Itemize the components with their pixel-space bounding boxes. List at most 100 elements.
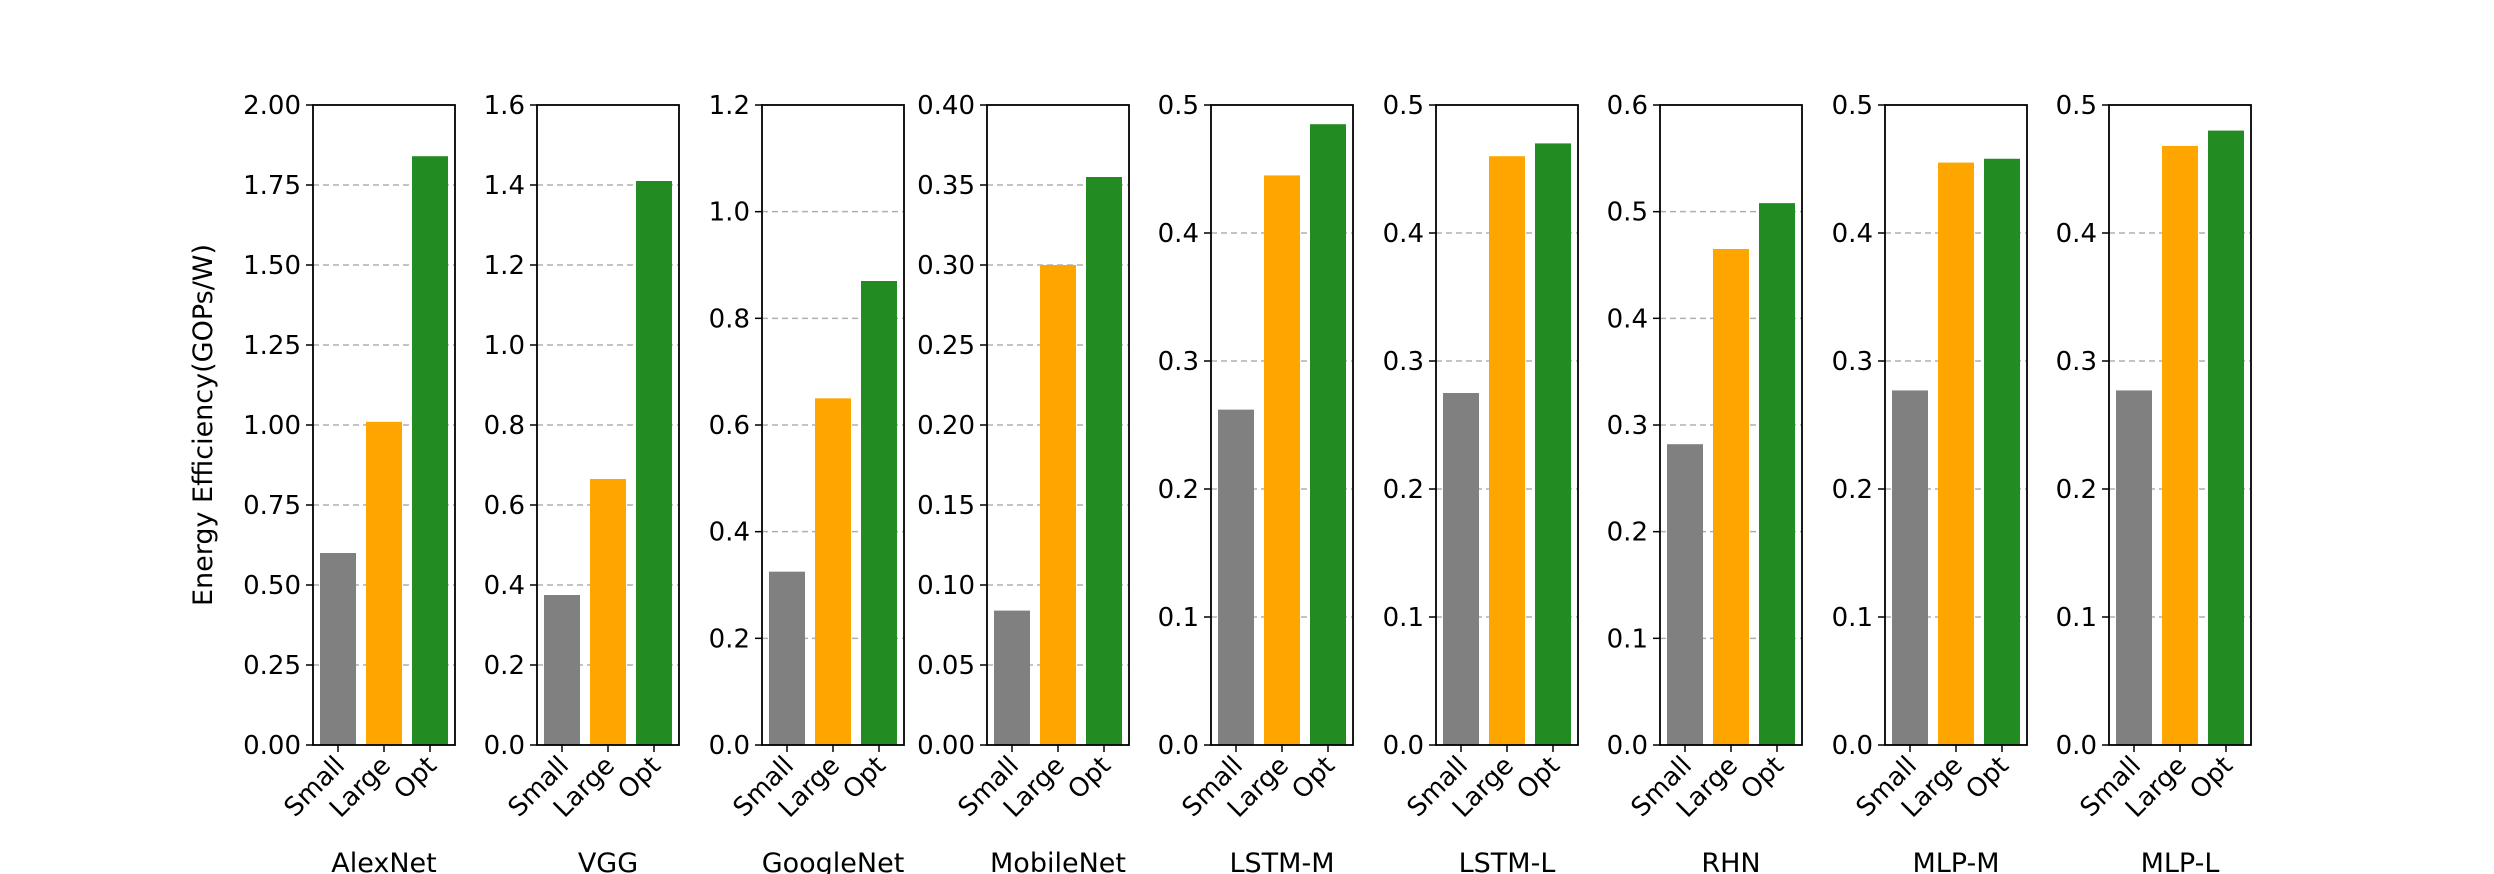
y-tick-label: 0.5 <box>1832 91 1873 121</box>
y-tick-label: 2.00 <box>243 91 301 121</box>
bar-small <box>1892 390 1928 745</box>
y-tick-label: 1.2 <box>709 91 750 121</box>
panel-title: GoogleNet <box>762 848 905 874</box>
y-tick-label: 0.2 <box>484 651 525 681</box>
y-tick-label: 0.4 <box>709 518 750 548</box>
y-tick-label: 0.6 <box>709 411 750 441</box>
y-tick-label: 0.4 <box>1383 219 1424 249</box>
y-tick-label: 0.75 <box>243 491 301 521</box>
bar-small <box>544 595 580 745</box>
y-tick-label: 0.5 <box>1383 91 1424 121</box>
y-tick-label: 0.3 <box>1607 411 1648 441</box>
bar-large <box>1938 162 1974 746</box>
bar-small <box>1443 393 1479 745</box>
panel-googlenet: 0.00.20.40.60.81.01.2SmallLargeOptGoogle… <box>709 91 905 874</box>
bar-small <box>994 610 1030 745</box>
bar-small <box>2116 390 2152 745</box>
y-tick-label: 0.3 <box>1832 347 1873 377</box>
x-tick-label: Opt <box>388 751 443 806</box>
y-tick-label: 0.4 <box>1607 304 1648 334</box>
y-tick-label: 0.20 <box>917 411 975 441</box>
y-tick-label: 0.4 <box>484 571 525 601</box>
bar-opt <box>2208 130 2244 746</box>
y-tick-label: 0.0 <box>1383 731 1424 761</box>
y-tick-label: 0.3 <box>1383 347 1424 377</box>
bar-opt <box>1984 158 2020 745</box>
bar-small <box>320 553 356 745</box>
panel-title: LSTM-L <box>1459 848 1556 874</box>
y-tick-label: 0.4 <box>1158 219 1199 249</box>
y-tick-label: 1.0 <box>709 198 750 228</box>
panel-title: RHN <box>1701 848 1760 874</box>
bar-large <box>1040 265 1076 745</box>
bar-opt <box>636 181 672 745</box>
y-tick-label: 0.8 <box>484 411 525 441</box>
y-tick-label: 0.2 <box>1383 475 1424 505</box>
y-tick-label: 0.2 <box>2056 475 2097 505</box>
panel-vgg: 0.00.20.40.60.81.01.21.41.6SmallLargeOpt… <box>484 91 680 874</box>
bar-large <box>815 398 851 745</box>
x-tick-label: Opt <box>1062 751 1117 806</box>
y-tick-label: 1.0 <box>484 331 525 361</box>
y-tick-label: 0.6 <box>1607 91 1648 121</box>
panel-title: LSTM-M <box>1229 848 1334 874</box>
y-tick-label: 0.15 <box>917 491 975 521</box>
bar-opt <box>1535 143 1571 745</box>
y-tick-label: 0.30 <box>917 251 975 281</box>
y-tick-label: 0.3 <box>2056 347 2097 377</box>
y-tick-label: 1.75 <box>243 171 301 201</box>
y-tick-label: 1.4 <box>484 171 525 201</box>
bar-large <box>366 421 402 745</box>
y-tick-label: 0.0 <box>1832 731 1873 761</box>
bar-small <box>1667 444 1703 745</box>
y-tick-label: 0.1 <box>2056 603 2097 633</box>
y-tick-label: 0.05 <box>917 651 975 681</box>
y-tick-label: 1.25 <box>243 331 301 361</box>
bar-large <box>1264 175 1300 745</box>
y-tick-label: 0.5 <box>1158 91 1199 121</box>
panel-title: AlexNet <box>331 848 436 874</box>
y-tick-label: 0.3 <box>1158 347 1199 377</box>
y-tick-label: 0.5 <box>1607 198 1648 228</box>
y-tick-label: 0.2 <box>1607 518 1648 548</box>
y-tick-label: 0.00 <box>243 731 301 761</box>
y-tick-label: 1.50 <box>243 251 301 281</box>
bar-opt <box>1310 124 1346 745</box>
y-tick-label: 0.0 <box>709 731 750 761</box>
y-tick-label: 0.2 <box>1158 475 1199 505</box>
y-tick-label: 0.25 <box>917 331 975 361</box>
y-tick-label: 1.6 <box>484 91 525 121</box>
bar-large <box>2162 145 2198 745</box>
x-tick-label: Opt <box>1511 751 1566 806</box>
bar-opt <box>1086 177 1122 745</box>
bar-opt <box>861 281 897 745</box>
y-tick-label: 0.0 <box>1158 731 1199 761</box>
bar-opt <box>412 156 448 745</box>
panel-title: MobileNet <box>990 848 1126 874</box>
panel-title: MLP-M <box>1912 848 1999 874</box>
y-tick-label: 0.0 <box>1607 731 1648 761</box>
x-tick-label: Opt <box>1960 751 2015 806</box>
y-tick-label: 0.2 <box>1832 475 1873 505</box>
y-tick-label: 0.0 <box>484 731 525 761</box>
y-tick-label: 0.40 <box>917 91 975 121</box>
y-tick-label: 0.5 <box>2056 91 2097 121</box>
y-tick-label: 1.00 <box>243 411 301 441</box>
y-tick-label: 0.25 <box>243 651 301 681</box>
bar-small <box>1218 409 1254 745</box>
y-tick-label: 0.1 <box>1383 603 1424 633</box>
x-tick-label: Opt <box>612 751 667 806</box>
y-tick-label: 0.00 <box>917 731 975 761</box>
y-tick-label: 0.1 <box>1832 603 1873 633</box>
x-tick-label: Opt <box>1286 751 1341 806</box>
y-tick-label: 0.8 <box>709 304 750 334</box>
bar-large <box>590 479 626 745</box>
panel-alexnet: 0.000.250.500.751.001.251.501.752.00Smal… <box>243 91 456 874</box>
y-tick-label: 0.1 <box>1607 624 1648 654</box>
y-tick-label: 0.6 <box>484 491 525 521</box>
